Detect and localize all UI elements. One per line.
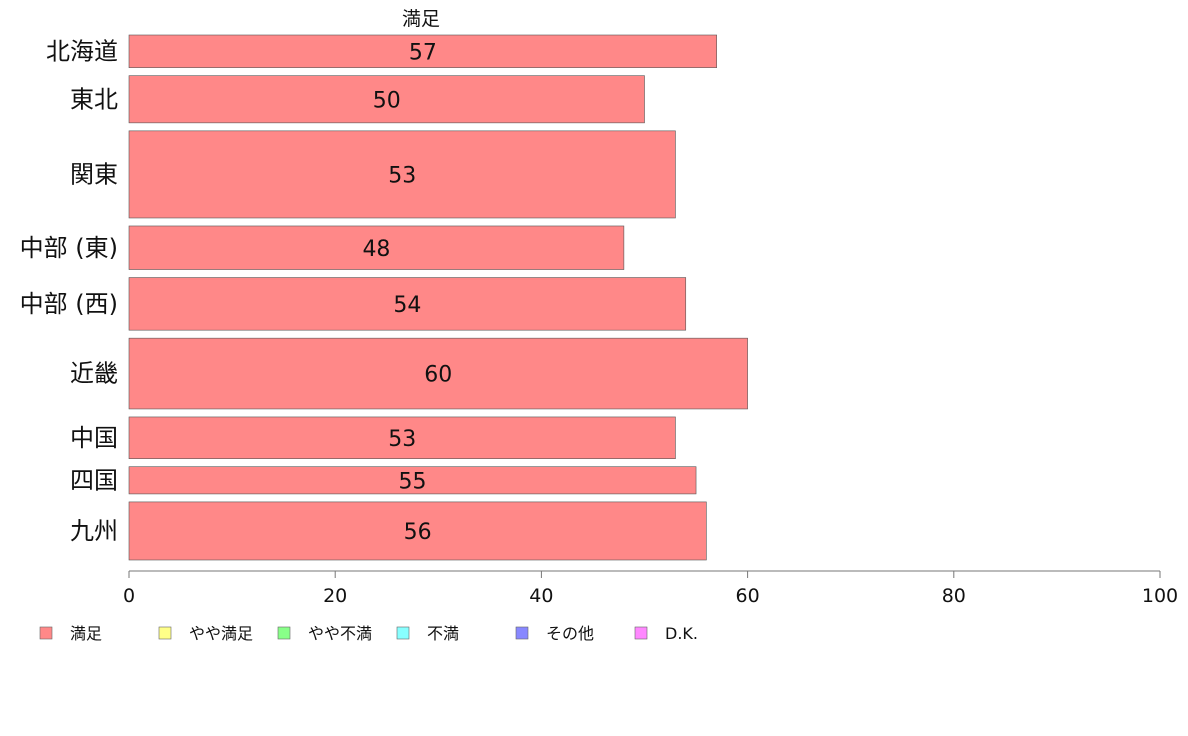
category-label: 四国 <box>70 466 118 494</box>
legend-label: その他 <box>546 624 594 643</box>
x-tick-label: 20 <box>323 585 347 607</box>
legend-swatch <box>396 626 410 640</box>
bars-group: 北海道 57 東北 50 関東 53 中部 (東) 48 中部 (西) 54 近畿 60 中国 53 四国 5… <box>20 34 748 561</box>
x-tick-label: 100 <box>1142 585 1178 607</box>
bar-value-label: 60 <box>424 363 452 388</box>
bar-value-label: 50 <box>373 88 401 113</box>
legend-swatch <box>158 626 172 640</box>
bar-value-label: 53 <box>388 163 416 188</box>
legend: 満足 やや満足 やや不満 不満 その他 D.K. <box>39 624 698 643</box>
bar-value-label: 56 <box>404 520 432 545</box>
bar <box>128 225 625 270</box>
category-label: 中部 (西) <box>20 290 118 318</box>
bar <box>128 466 697 495</box>
bar <box>128 501 707 561</box>
legend-label: やや満足 <box>189 624 253 643</box>
category-label: 中部 (東) <box>20 234 118 262</box>
legend-label: 不満 <box>427 624 459 643</box>
bar <box>128 277 687 331</box>
bar <box>128 337 748 410</box>
series-column-title: 満足 <box>402 8 440 30</box>
x-tick-label: 60 <box>736 585 760 607</box>
category-label: 北海道 <box>46 37 118 65</box>
bar-value-label: 57 <box>409 40 437 65</box>
category-label: 九州 <box>70 517 118 545</box>
legend-swatch <box>515 626 529 640</box>
legend-swatch <box>277 626 291 640</box>
x-tick-label: 40 <box>529 585 553 607</box>
x-axis: 0 20 40 60 80 100 <box>123 570 1178 607</box>
legend-label: D.K. <box>665 624 698 643</box>
category-label: 近畿 <box>70 360 118 388</box>
legend-swatch <box>39 626 53 640</box>
x-tick-label: 0 <box>123 585 135 607</box>
category-label: 東北 <box>70 85 118 113</box>
category-label: 中国 <box>70 424 118 452</box>
bar-value-label: 53 <box>388 427 416 452</box>
bar-value-label: 54 <box>393 293 421 318</box>
legend-label: 満足 <box>70 624 102 643</box>
bar <box>128 130 676 219</box>
legend-swatch <box>634 626 648 640</box>
x-tick-label: 80 <box>942 585 966 607</box>
bar <box>128 34 717 68</box>
legend-label: やや不満 <box>308 624 372 643</box>
bar-value-label: 55 <box>399 469 427 494</box>
bar-value-label: 48 <box>362 237 390 262</box>
bar <box>128 416 676 459</box>
category-label: 関東 <box>70 160 118 188</box>
bar <box>128 75 645 124</box>
